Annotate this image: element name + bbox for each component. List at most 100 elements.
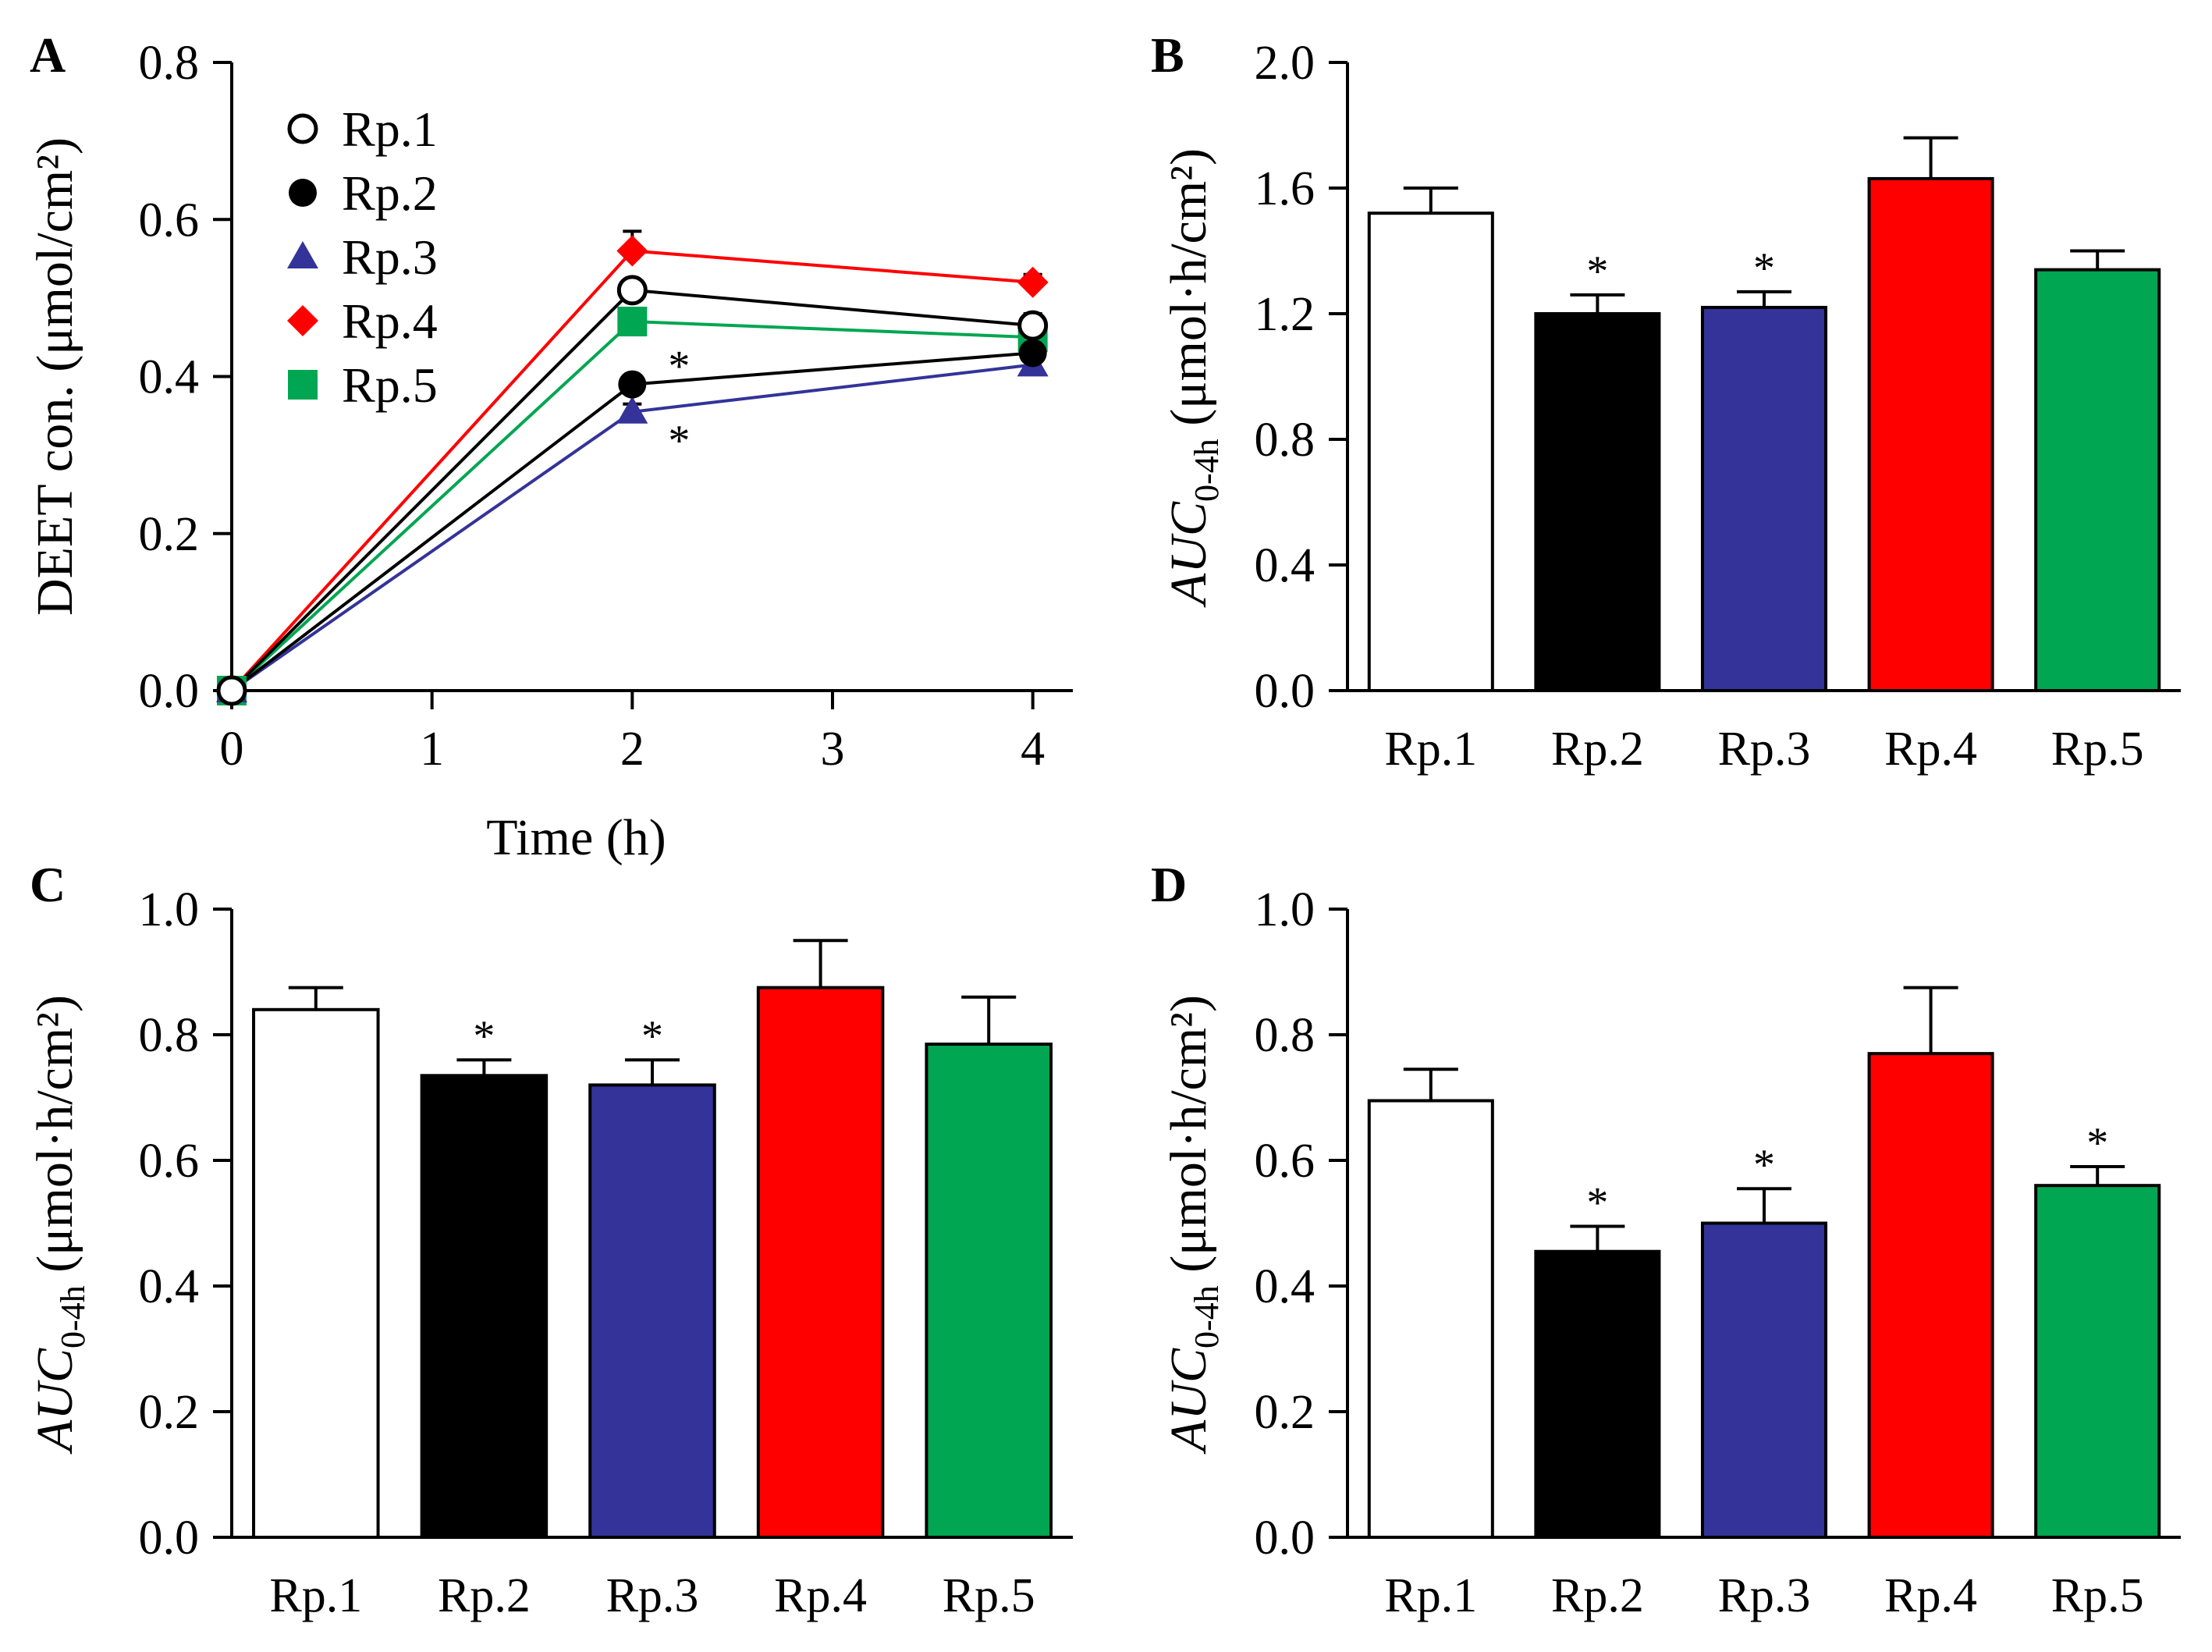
point-marker [616,235,648,267]
legend-item-rp5: Rp.5 [288,357,438,413]
panel-label-a: A [30,27,66,83]
y-tick-label: 0.4 [1255,1260,1315,1313]
x-tick-label: 0 [220,723,244,776]
point-marker [1018,339,1047,368]
bar-rp1 [252,1007,380,1540]
x-tick-label: 4 [1021,723,1045,776]
y-tick-label: 0.4 [139,351,200,404]
y-tick-label: 0.8 [139,1009,200,1062]
y-tick-label: 1.6 [1255,162,1315,215]
point-marker [1017,310,1049,341]
y-axis-title-unit: (μmol·h/cm²) [1160,995,1217,1285]
x-tick-label: 3 [821,723,845,776]
y-axis-title: AUC0-4h (μmol·h/cm²) [27,995,92,1455]
x-tick-label: Rp.5 [943,1569,1035,1622]
x-tick-label: Rp.3 [606,1569,699,1622]
bar-rp5 [925,1043,1053,1539]
panel-d: D 0.0 0.2 0.4 0.6 0.8 1.0 AUC0-4h (μmol·h/cm²) R… [1151,857,2181,1622]
y-tick-label: 2.0 [1255,37,1315,90]
y-axis-title-main: AUC [1160,501,1217,608]
legend-label: Rp.1 [342,101,438,157]
bar-rp2 [420,1074,549,1539]
y-axis-title: AUC0-4h (μmol·h/cm²) [1160,148,1226,608]
point-marker [616,275,648,306]
x-tick-label: Rp.1 [1384,723,1477,776]
x-tick-label: Rp.3 [1718,1569,1811,1622]
point-marker [216,675,247,706]
significance-star: * [1753,244,1775,293]
bar-rp1 [1367,1099,1494,1539]
bar-rp2 [1534,1249,1661,1539]
y-tick-label: 0.2 [1255,1386,1315,1439]
panel-b: B 0.0 0.4 0.8 1.2 1.6 2.0 AUC0-4h (μmol·h/cm²) R… [1151,27,2181,776]
x-tick-label: Rp.4 [774,1569,867,1622]
legend-label: Rp.4 [342,293,438,349]
series-line-rp1 [230,288,1033,692]
y-tick-label: 0.8 [1255,414,1315,467]
bar-rp3 [1700,305,1828,692]
bar-rp2 [1534,312,1661,692]
significance-star: * [668,343,690,391]
y-tick-label: 1.0 [1255,883,1315,936]
y-tick-label: 0.2 [139,508,200,561]
significance-star: * [1586,247,1608,296]
y-tick-label: 0.8 [1255,1009,1315,1062]
panel-label-b: B [1151,27,1184,83]
x-tick-label: Rp.4 [1884,1569,1977,1622]
significance-star: * [641,1012,663,1060]
y-axis-title-sub: 0-4h [1188,1285,1226,1348]
point-marker [289,179,317,207]
y-tick-label: 1.2 [1255,288,1315,341]
legend: Rp.1 Rp.2 Rp.3 Rp.4 Rp.5 [287,101,438,413]
y-tick-label: 0.6 [139,194,200,247]
legend-item-rp3: Rp.3 [287,229,438,285]
y-tick-label: 0.0 [139,665,200,718]
x-tick-label: Rp.4 [1884,723,1977,776]
panel-a: A 0.0 0.2 0.4 0.6 0.8 0 1 2 3 4 Time (h) DEET con. (… [27,27,1073,866]
x-tick-label: Rp.1 [269,1569,362,1622]
y-axis-title: AUC0-4h (μmol·h/cm²) [1160,995,1226,1455]
y-tick-label: 0.6 [139,1135,200,1188]
significance-star: * [1586,1179,1608,1227]
x-tick-label: Rp.5 [2051,723,2144,776]
bar-rp3 [1700,1221,1828,1539]
panel-label-c: C [30,857,66,912]
x-tick-label: Rp.3 [1718,723,1811,776]
point-marker [288,370,318,400]
bar-rp1 [1367,211,1494,692]
bar-rp4 [756,986,885,1539]
x-tick-label: Rp.2 [438,1569,531,1622]
y-tick-label: 0.0 [139,1512,200,1565]
y-axis-title-sub: 0-4h [54,1285,92,1348]
y-axis-title-sub: 0-4h [1188,439,1226,502]
y-axis-title-main: AUC [1160,1348,1217,1455]
legend-label: Rp.2 [342,165,438,221]
point-marker [287,305,318,336]
x-tick-label: Rp.1 [1384,1569,1477,1622]
point-marker [287,241,318,268]
y-tick-label: 0.4 [1255,539,1315,592]
bar-rp3 [588,1083,716,1539]
legend-item-rp4: Rp.4 [287,293,438,349]
legend-label: Rp.5 [342,357,438,413]
legend-item-rp1: Rp.1 [287,101,438,157]
y-axis-title: DEET con. (μmol/cm²) [27,137,83,616]
x-tick-label: 2 [620,723,644,776]
y-tick-label: 0.4 [139,1260,200,1313]
x-axis-title: Time (h) [486,809,666,866]
legend-label: Rp.3 [342,229,438,285]
bar-rp4 [1867,176,1994,693]
x-tick-label: Rp.2 [1551,1569,1644,1622]
y-tick-label: 0.8 [139,37,200,90]
x-tick-label: 1 [420,723,444,776]
point-marker [287,113,318,144]
point-marker [616,396,648,424]
bar-rp5 [2034,268,2161,692]
significance-star: * [2086,1119,2108,1167]
point-marker [618,370,647,399]
y-tick-label: 0.6 [1255,1135,1315,1188]
bar-rp5 [2034,1184,2161,1539]
x-tick-label: Rp.5 [2051,1569,2144,1622]
y-tick-label: 0.2 [139,1386,200,1439]
